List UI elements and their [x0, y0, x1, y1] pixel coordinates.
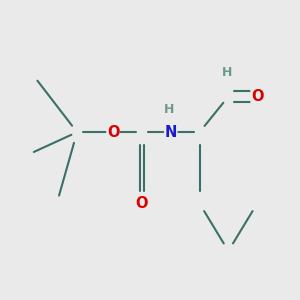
Text: H: H [164, 103, 174, 116]
Text: O: O [136, 196, 148, 211]
Text: O: O [107, 125, 119, 140]
Text: N: N [164, 125, 177, 140]
Text: H: H [222, 66, 233, 79]
Text: O: O [251, 89, 263, 104]
